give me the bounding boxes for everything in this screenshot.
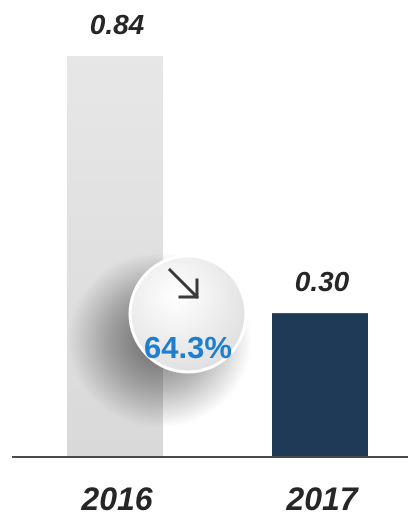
change-badge: 64.3% [68,252,252,428]
category-label-2017: 2017 [285,481,359,515]
value-label-2016: 0.84 [90,9,145,40]
category-label-2016: 2016 [80,481,152,515]
change-badge-circle [128,254,248,374]
value-label-2017: 0.30 [295,266,350,297]
labels-group: 0.84 2016 0.30 2017 [80,9,359,515]
bar-2017 [272,313,368,456]
arrow-down-right-icon [167,267,200,300]
change-badge-label: 64.3% [144,330,232,365]
